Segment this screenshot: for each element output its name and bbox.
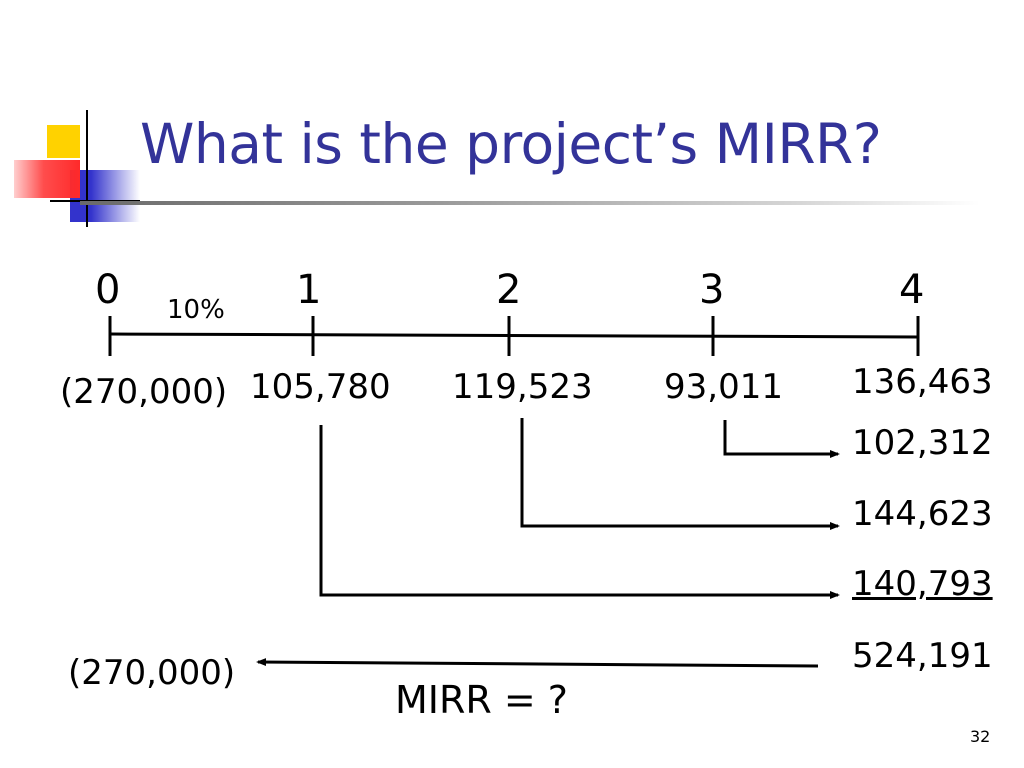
- terminal-value: 524,191: [852, 636, 993, 676]
- slide-title: What is the project’s MIRR?: [140, 112, 882, 176]
- compound-arrow-period-2: [520, 418, 840, 530]
- compounded-value-1: 140,793: [852, 564, 993, 604]
- slide-number: 32: [970, 727, 991, 746]
- present-value-outflow: (270,000): [68, 653, 236, 693]
- title-rule: [80, 201, 980, 205]
- cash-flow-3: 93,011: [664, 367, 783, 407]
- mirr-question: MIRR = ?: [395, 678, 568, 722]
- cash-flow-4: 136,463: [852, 362, 993, 402]
- compound-arrow-period-1: [319, 425, 840, 599]
- cash-flow-0: (270,000): [60, 372, 228, 412]
- compound-arrow-period-3: [723, 420, 840, 458]
- period-label-4: 4: [899, 267, 925, 313]
- logo-yellow-square: [47, 125, 80, 158]
- period-label-0: 0: [95, 267, 121, 313]
- compounded-value-3: 102,312: [852, 423, 993, 463]
- logo-vertical-line: [86, 110, 88, 227]
- logo-blue-square: [70, 170, 140, 222]
- logo-red-square: [14, 160, 80, 198]
- period-label-2: 2: [496, 267, 522, 313]
- cash-flow-1: 105,780: [250, 367, 391, 407]
- period-label-3: 3: [699, 267, 725, 313]
- compounded-value-2: 144,623: [852, 494, 993, 534]
- timeline-axis: [109, 332, 919, 339]
- discount-arrow: [256, 658, 819, 668]
- period-label-1: 1: [296, 267, 322, 313]
- cash-flow-2: 119,523: [452, 367, 593, 407]
- rate-label: 10%: [167, 295, 225, 325]
